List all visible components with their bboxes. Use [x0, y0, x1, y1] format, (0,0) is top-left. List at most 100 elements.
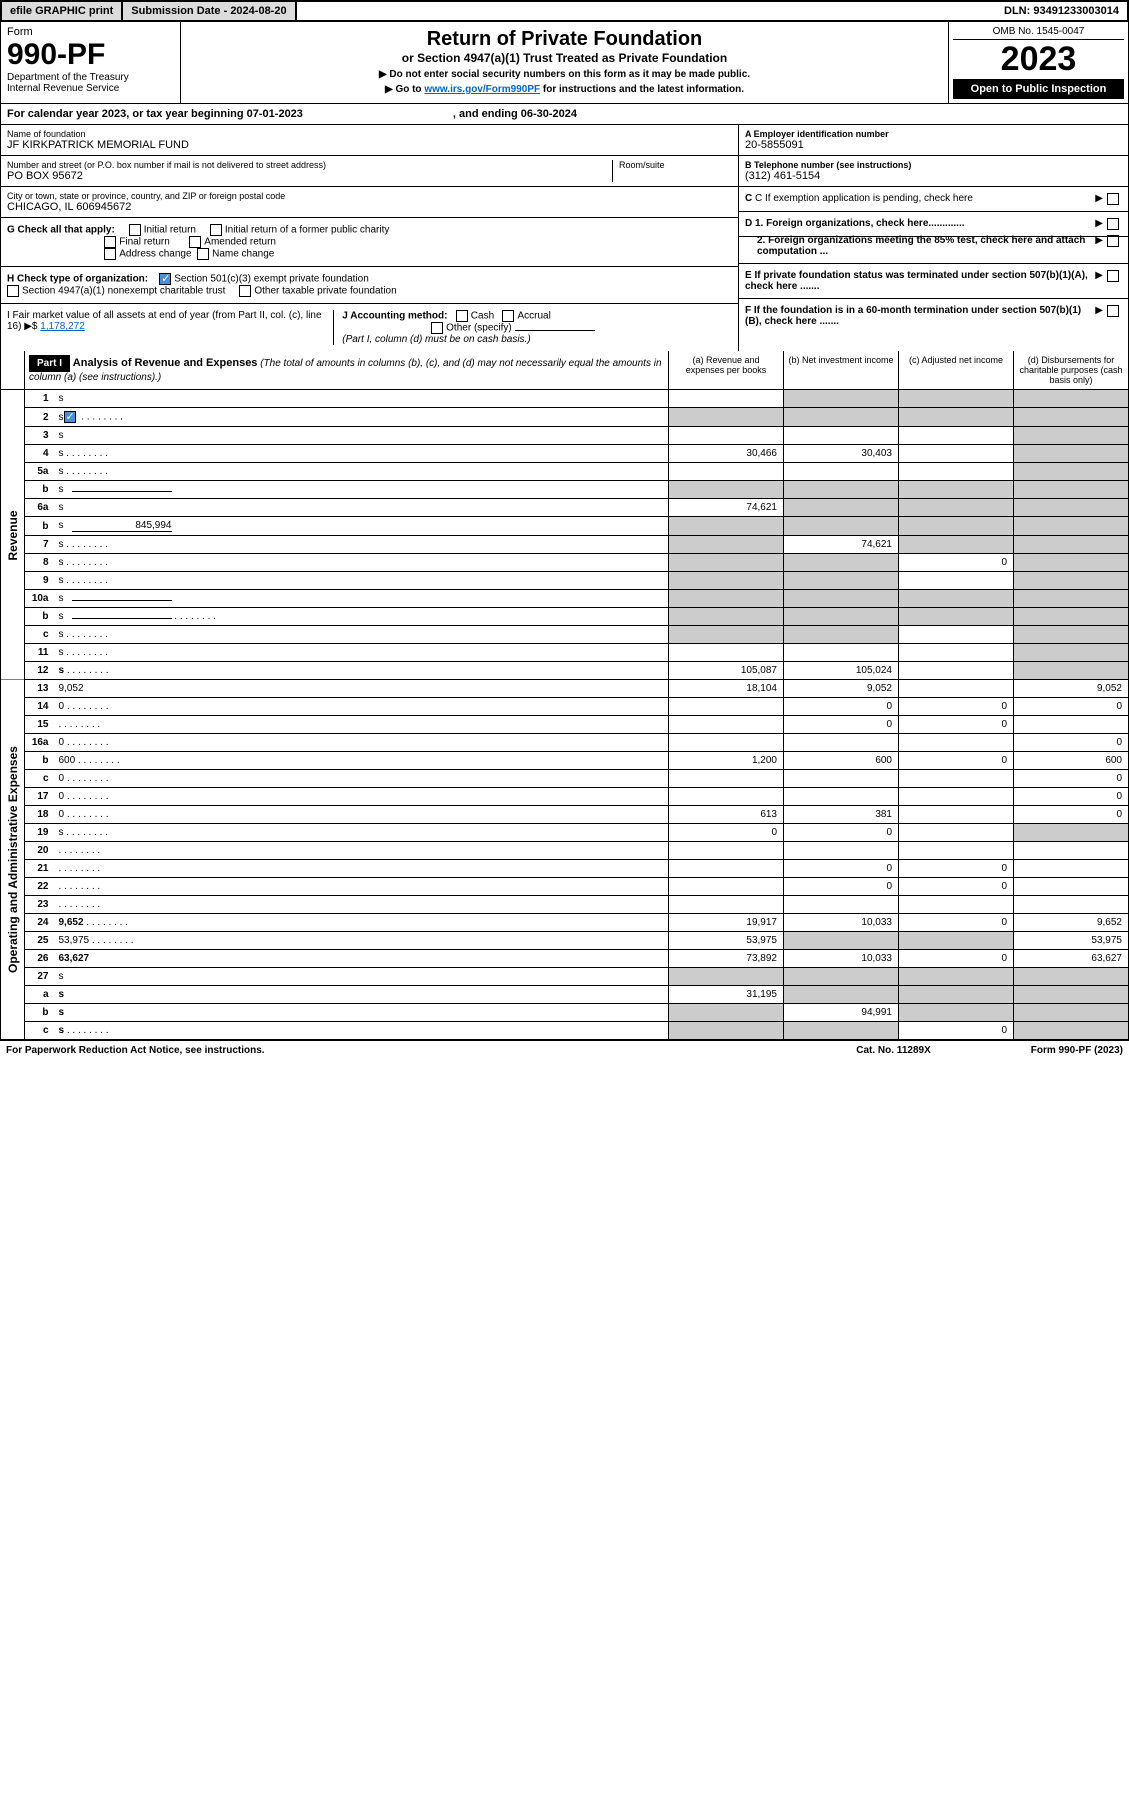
501c3-checkbox[interactable] [159, 273, 171, 285]
table-row: 22 . . . . . . . .00 [1, 878, 1129, 896]
table-row: cs . . . . . . . .0 [1, 1022, 1129, 1040]
row-number: 3 [25, 427, 55, 445]
cell-b: 30,403 [784, 445, 899, 463]
cell-b: 10,033 [784, 950, 899, 968]
cell-d: 0 [1014, 806, 1129, 824]
cell-b: 94,991 [784, 1004, 899, 1022]
inline-value [72, 618, 172, 619]
f-checkbox[interactable] [1107, 305, 1119, 317]
row-number: 27 [25, 968, 55, 986]
table-row: bs94,991 [1, 1004, 1129, 1022]
table-row: 8s . . . . . . . .0 [1, 554, 1129, 572]
cell-a: 613 [669, 806, 784, 824]
cell-d: 0 [1014, 770, 1129, 788]
cell-b: 9,052 [784, 680, 899, 698]
cell-a [669, 408, 784, 427]
cash-checkbox[interactable] [456, 310, 468, 322]
cell-c [899, 662, 1014, 680]
cell-b [784, 842, 899, 860]
efile-print-button[interactable]: efile GRAPHIC print [2, 2, 123, 20]
amended-checkbox[interactable] [189, 236, 201, 248]
schb-checkbox[interactable] [64, 411, 76, 423]
cell-c [899, 572, 1014, 590]
cell-c: 0 [899, 1022, 1014, 1040]
analysis-table: Revenue1s2s . . . . . . . .3s4s . . . . … [0, 390, 1129, 1040]
cell-c [899, 770, 1014, 788]
4947a1-checkbox[interactable] [7, 285, 19, 297]
cell-a [669, 626, 784, 644]
row-number: 10a [25, 590, 55, 608]
e-checkbox[interactable] [1107, 270, 1119, 282]
table-row: cs . . . . . . . . [1, 626, 1129, 644]
initial-former-checkbox[interactable] [210, 224, 222, 236]
table-row: 2553,975 . . . . . . . .53,97553,975 [1, 932, 1129, 950]
foundation-name: JF KIRKPATRICK MEMORIAL FUND [7, 139, 732, 151]
omb-number: OMB No. 1545-0047 [953, 26, 1124, 40]
table-row: 21 . . . . . . . .00 [1, 860, 1129, 878]
cell-d: 0 [1014, 734, 1129, 752]
cell-a [669, 608, 784, 626]
cell-d: 0 [1014, 788, 1129, 806]
row-number: 20 [25, 842, 55, 860]
final-return-checkbox[interactable] [104, 236, 116, 248]
cell-c [899, 842, 1014, 860]
top-bar: efile GRAPHIC print Submission Date - 20… [0, 0, 1129, 22]
cell-d: 53,975 [1014, 932, 1129, 950]
cell-d [1014, 608, 1129, 626]
dept-treasury: Department of the Treasury [7, 72, 174, 83]
other-method-checkbox[interactable] [431, 322, 443, 334]
cell-b: 0 [784, 698, 899, 716]
cell-d [1014, 499, 1129, 517]
cell-d [1014, 590, 1129, 608]
cell-d [1014, 662, 1129, 680]
calendar-year-row: For calendar year 2023, or tax year begi… [0, 104, 1129, 125]
row-number: 24 [25, 914, 55, 932]
e-label: E If private foundation status was termi… [745, 270, 1088, 292]
name-change-checkbox[interactable] [197, 248, 209, 260]
cell-c: 0 [899, 716, 1014, 734]
cell-d [1014, 536, 1129, 554]
d2-checkbox[interactable] [1107, 235, 1119, 247]
initial-return-checkbox[interactable] [129, 224, 141, 236]
cell-c [899, 824, 1014, 842]
open-to-public: Open to Public Inspection [953, 79, 1124, 99]
cell-c [899, 680, 1014, 698]
row-number: 4 [25, 445, 55, 463]
cell-a: 73,892 [669, 950, 784, 968]
cell-d [1014, 408, 1129, 427]
c-checkbox[interactable] [1107, 193, 1119, 205]
row-description: s [59, 412, 79, 423]
cash-basis-note: (Part I, column (d) must be on cash basi… [342, 334, 530, 345]
city-label: City or town, state or province, country… [7, 191, 732, 201]
cell-d: 63,627 [1014, 950, 1129, 968]
cell-b [784, 1022, 899, 1040]
d1-checkbox[interactable] [1107, 218, 1119, 230]
cell-b [784, 968, 899, 986]
cell-a [669, 481, 784, 499]
table-row: 2s . . . . . . . . [1, 408, 1129, 427]
cell-b: 105,024 [784, 662, 899, 680]
table-row: 5as . . . . . . . . [1, 463, 1129, 481]
row-description: 53,975 [59, 935, 90, 946]
form-number: 990-PF [7, 38, 174, 72]
fmv-value[interactable]: 1,178,272 [40, 321, 85, 332]
cell-b [784, 734, 899, 752]
cell-c [899, 806, 1014, 824]
cell-a [669, 644, 784, 662]
cell-d [1014, 1022, 1129, 1040]
accrual-checkbox[interactable] [502, 310, 514, 322]
address: PO BOX 95672 [7, 170, 612, 182]
row-number: 6a [25, 499, 55, 517]
other-taxable-checkbox[interactable] [239, 285, 251, 297]
cell-b [784, 390, 899, 408]
d2-label: 2. Foreign organizations meeting the 85%… [757, 235, 1085, 257]
address-change-checkbox[interactable] [104, 248, 116, 260]
table-row: 7s . . . . . . . .74,621 [1, 536, 1129, 554]
row-number: b [25, 608, 55, 626]
irs-link[interactable]: www.irs.gov/Form990PF [424, 84, 540, 95]
table-row: 16a0 . . . . . . . .0 [1, 734, 1129, 752]
table-row: bs . . . . . . . . [1, 608, 1129, 626]
cell-a: 105,087 [669, 662, 784, 680]
cell-c: 0 [899, 950, 1014, 968]
cell-a [669, 878, 784, 896]
